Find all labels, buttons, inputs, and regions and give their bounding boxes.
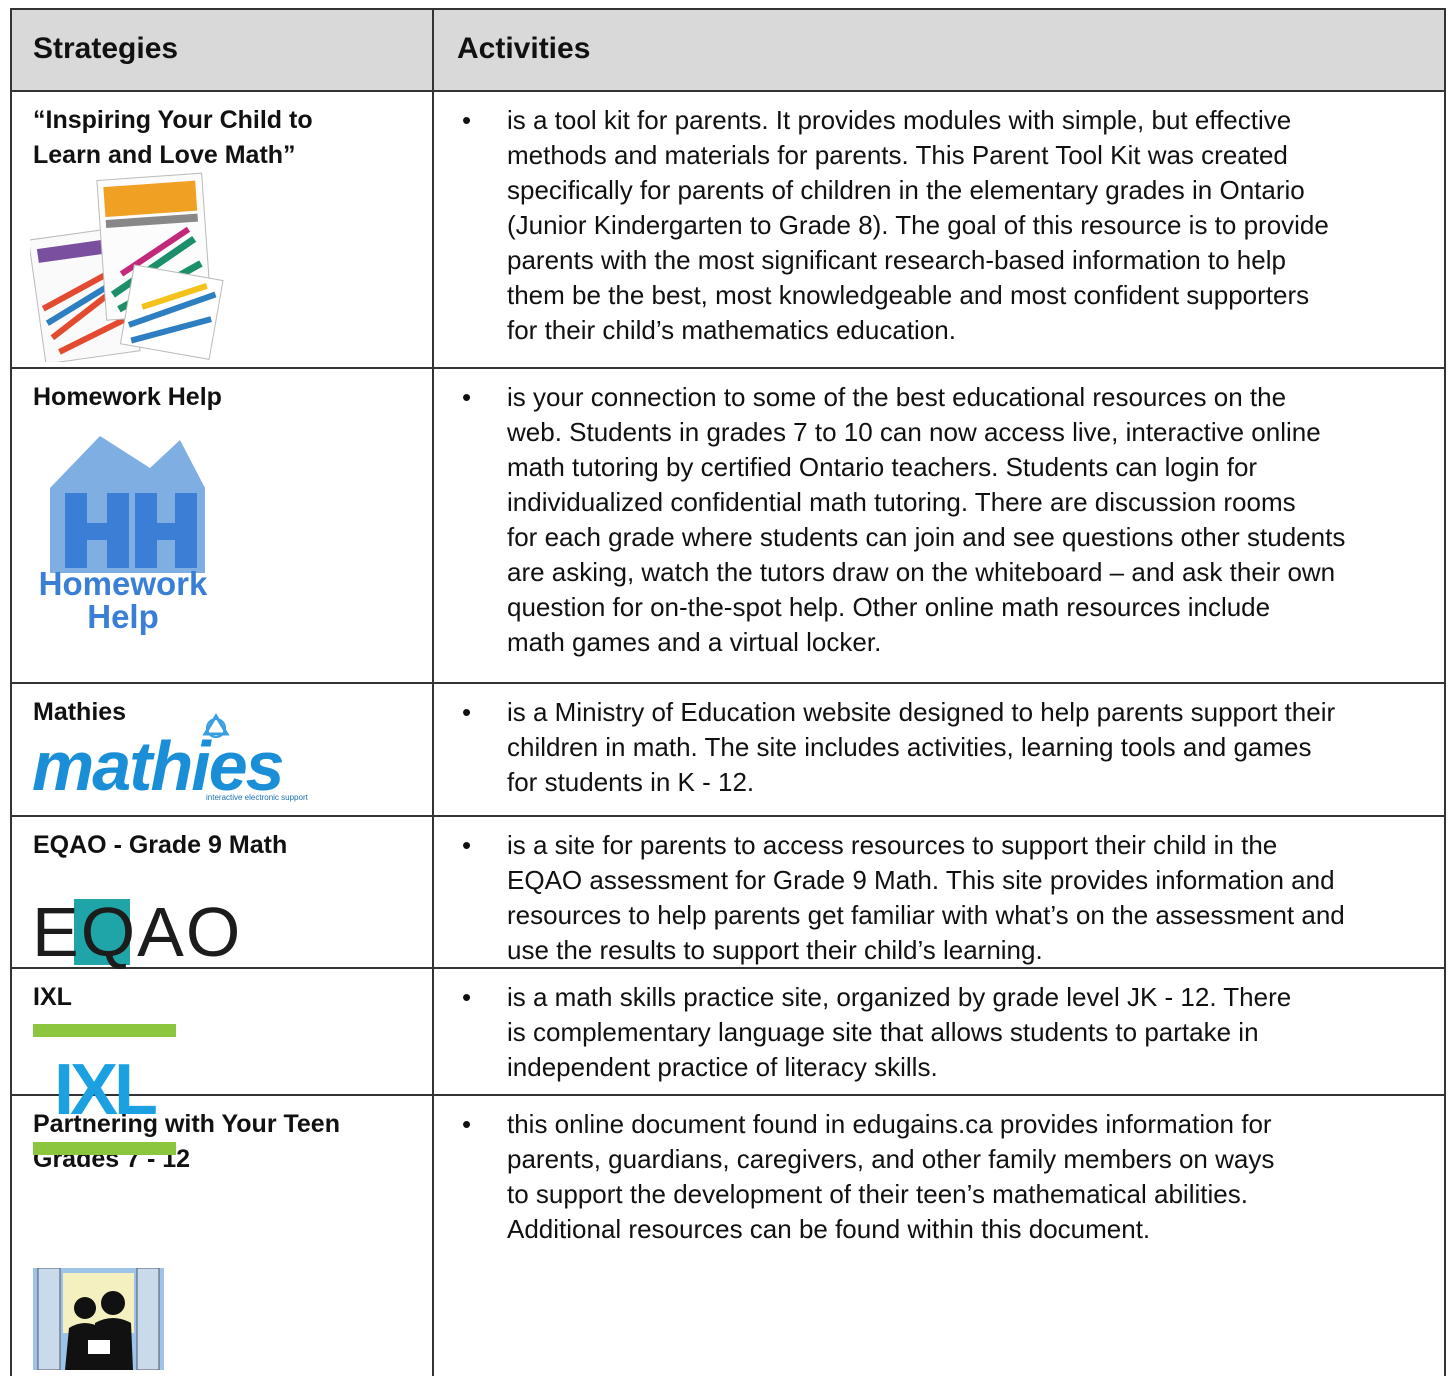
activity-text: specifically for parents of children in … (507, 175, 1305, 205)
activity-text: independent practice of literacy skills. (507, 1052, 938, 1082)
activity-text: is a site for parents to access resource… (462, 828, 1277, 863)
activity-text: Additional resources can be found within… (507, 1214, 1151, 1244)
activity-text: them be the best, most knowledgeable and… (507, 280, 1310, 310)
logo-text: EQAO (32, 893, 242, 971)
activity-text: math tutoring by certified Ontario teach… (507, 452, 1258, 482)
book (88, 1340, 110, 1354)
activity-text: individualized confidential math tutorin… (507, 487, 1296, 517)
homework-help-logo: Homework Help (39, 436, 208, 635)
activity-text: web. Students in grades 7 to 10 can now … (507, 417, 1321, 447)
strategy-text: Mathies (33, 698, 127, 726)
activity-text: is a tool kit for parents. It provides m… (462, 103, 1291, 138)
bar (33, 1142, 176, 1155)
icon (206, 718, 226, 738)
header-cell: Activities (457, 32, 591, 65)
activity-text: for each grade where students can join a… (507, 522, 1346, 552)
border (10, 8, 1446, 10)
row-border (10, 682, 1446, 684)
activity-text: are asking, watch the tutors draw on the… (507, 557, 1336, 587)
hh-letters (65, 493, 197, 568)
activity-text: is a math skills practice site, organize… (462, 980, 1291, 1015)
activity-text: (Junior Kindergarten to Grade 8). The go… (507, 210, 1329, 240)
shutter (37, 1268, 61, 1370)
border (10, 8, 12, 1376)
strategy-text: EQAO - Grade 9 Math (33, 831, 288, 859)
ixl-logo: IXL (33, 1024, 176, 1155)
row-border (10, 1094, 1446, 1096)
logo-tagline: interactive electronic supports (206, 793, 308, 802)
silhouettes (65, 1291, 133, 1370)
activity-text: use the results to support their child’s… (507, 935, 1043, 965)
activity-text: is complementary language site that allo… (507, 1017, 1259, 1047)
activity-text: math games and a virtual locker. (507, 627, 882, 657)
strategy-text: “Inspiring Your Child to (33, 106, 313, 134)
header-cell: Strategies (33, 32, 179, 65)
activity-text: EQAO assessment for Grade 9 Math. This s… (507, 865, 1335, 895)
strategy-text: Partnering with Your Teen (33, 1110, 340, 1138)
mathies-logo: mathies interactive electronic supports (32, 713, 308, 805)
row-border (10, 90, 1446, 92)
activity-text: question for on-the-spot help. Other onl… (507, 592, 1271, 622)
booklet-image (30, 172, 224, 362)
strategy-text: Learn and Love Math” (33, 141, 296, 169)
logo-text: Help (87, 598, 159, 635)
strategy-text: IXL (33, 983, 72, 1011)
row-border (10, 967, 1446, 969)
activity-text: parents with the most significant resear… (507, 245, 1286, 275)
strategy-text: Homework Help (33, 383, 222, 411)
icon (202, 713, 230, 736)
activity-text: parents, guardians, caregivers, and othe… (507, 1144, 1275, 1174)
row-border (10, 367, 1446, 369)
row-border (10, 815, 1446, 817)
activity-text: children in math. The site includes acti… (507, 732, 1312, 762)
shutter (136, 1268, 160, 1370)
booklet (119, 264, 224, 360)
header-row (10, 8, 1446, 90)
logo-text: Homework (39, 565, 208, 602)
border (1444, 8, 1446, 1376)
bar (33, 1024, 176, 1037)
logo-text: mathies (32, 727, 283, 805)
activity-text: is a Ministry of Education website desig… (462, 695, 1335, 730)
logo-text: IXL (54, 1050, 156, 1130)
activity-text: this online document found in edugains.c… (462, 1107, 1272, 1142)
q-box (74, 899, 130, 965)
activity-text: resources to help parents get familiar w… (507, 900, 1345, 930)
border (432, 8, 434, 1376)
activity-text: for students in K - 12. (507, 767, 755, 797)
activity-text: for their child’s mathematics education. (507, 315, 956, 345)
activity-text: to support the development of their teen… (507, 1179, 1248, 1209)
activity-text: is your connection to some of the best e… (462, 380, 1286, 415)
teen-picture (33, 1268, 164, 1370)
activity-text: methods and materials for parents. This … (507, 140, 1288, 170)
eqao-logo: EQAO (32, 893, 242, 971)
